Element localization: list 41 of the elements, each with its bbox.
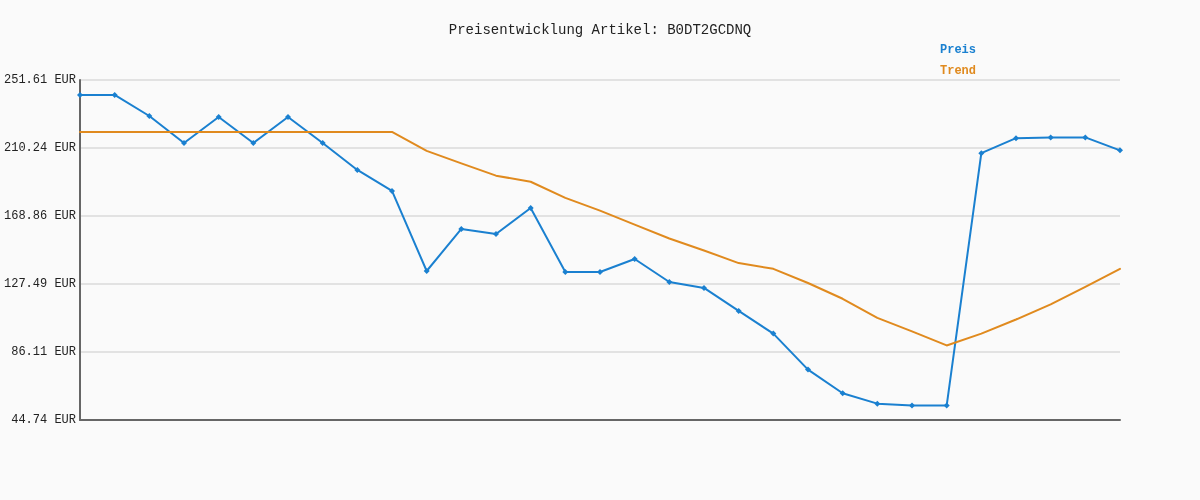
point bbox=[77, 91, 83, 98]
line-series bbox=[79, 130, 1121, 347]
point bbox=[458, 225, 465, 232]
chart-title: Preisentwicklung Artikel: B0DT2GCDNQ bbox=[448, 22, 752, 38]
point bbox=[354, 166, 361, 173]
point bbox=[215, 114, 222, 120]
point bbox=[285, 114, 291, 120]
point bbox=[493, 231, 499, 238]
point bbox=[562, 268, 569, 275]
point bbox=[319, 139, 326, 146]
point bbox=[874, 400, 881, 407]
point bbox=[1013, 135, 1019, 142]
point bbox=[735, 307, 742, 314]
point bbox=[978, 150, 985, 157]
point bbox=[701, 284, 707, 291]
point bbox=[423, 268, 430, 274]
point bbox=[597, 268, 603, 275]
text: Trend bbox=[940, 64, 977, 78]
point bbox=[666, 279, 673, 286]
point bbox=[1047, 134, 1054, 141]
point bbox=[389, 187, 395, 194]
point bbox=[181, 139, 187, 146]
point bbox=[631, 256, 638, 262]
point bbox=[805, 366, 811, 373]
y-tick-label: 44.74 EUR bbox=[11, 413, 76, 427]
point bbox=[943, 402, 950, 409]
y-tick-label: 210.24 EUR bbox=[3, 140, 76, 155]
y-tick-label: 86.11 EUR bbox=[11, 345, 76, 360]
y-tick-label: 127.49 EUR bbox=[3, 277, 76, 291]
point bbox=[1117, 147, 1123, 154]
point bbox=[527, 205, 534, 212]
text: Preis bbox=[940, 43, 977, 57]
point bbox=[1082, 134, 1089, 141]
point bbox=[146, 113, 153, 120]
point bbox=[770, 330, 777, 337]
point bbox=[250, 139, 257, 146]
point bbox=[839, 390, 846, 397]
point bbox=[111, 91, 118, 98]
point bbox=[909, 402, 915, 409]
y-tick-label: 168.86 EUR bbox=[3, 209, 76, 223]
y-tick-label: 251.61 EUR bbox=[3, 73, 76, 87]
